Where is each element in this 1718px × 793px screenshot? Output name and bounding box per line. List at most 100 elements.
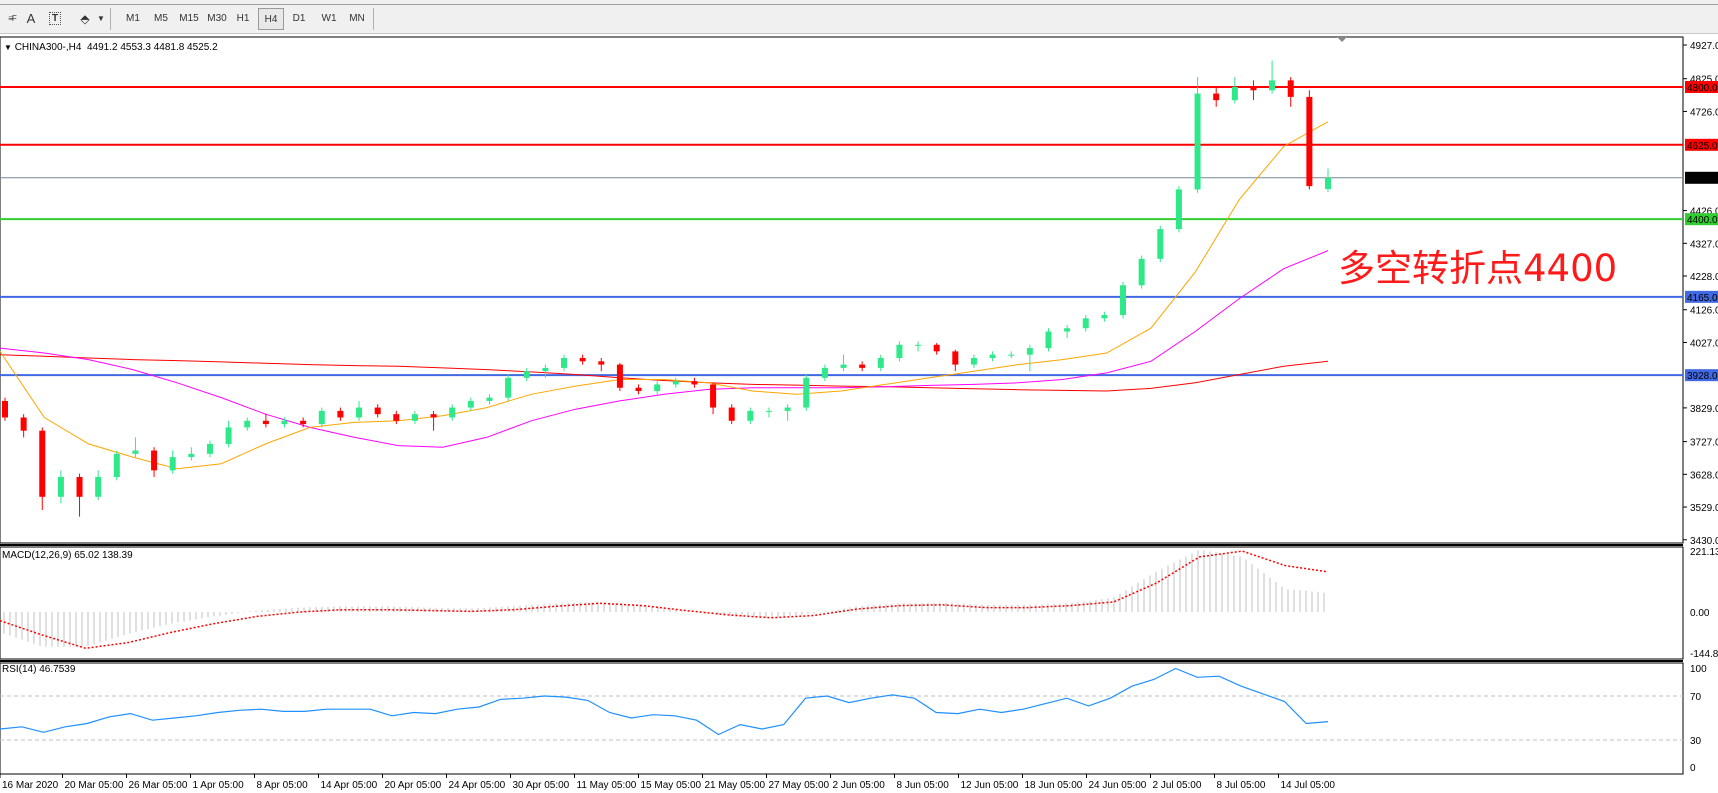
text-icon[interactable]: A [26,11,36,26]
time-tick-label: 27 May 05:00 [769,780,830,791]
candle-bull [877,357,884,368]
candle-bear [616,364,623,388]
timeframe-m30-button[interactable]: M30 [207,13,227,24]
candle-bear [430,414,437,418]
candle-bear [859,364,866,368]
candle-bull [1120,285,1127,316]
candle-bull [1175,189,1182,230]
candle-bull [467,400,474,408]
time-tick-label: 30 Apr 05:00 [513,780,570,791]
candle-bull [989,354,996,358]
price-tick-label: 3829.0 [1690,404,1718,415]
candle-bull [784,407,791,411]
candle-bear [300,420,307,425]
candle-bear [393,414,400,421]
candle-bear [579,357,586,362]
candle-bull [486,397,493,401]
candle-bull [318,410,325,425]
candle-bull [169,457,176,471]
candle-bull [747,410,754,421]
fibonacci-icon[interactable]: ≡F [8,14,17,23]
candle-bear [262,420,269,425]
level-label: 4800.0 [1687,83,1718,94]
level-label: 4625.0 [1687,141,1718,152]
price-tick-label: 4327.0 [1690,239,1718,250]
rsi-line [0,667,1329,736]
candle-bull [95,476,102,497]
price-tick-label: 4726.0 [1690,107,1718,118]
time-tick-label: 24 Apr 05:00 [449,780,506,791]
time-tick-label: 21 May 05:00 [705,780,766,791]
timeframe-w1-button[interactable]: W1 [321,13,337,24]
macd-panel [0,546,1684,660]
candle-bull [411,414,418,421]
candle-bear [151,450,158,471]
timeframe-d1-button[interactable]: D1 [292,13,306,24]
rsi-panel [0,662,1684,775]
chevron-down-icon[interactable]: ▼ [97,14,105,23]
candle-bear [933,344,940,352]
time-tick-label: 14 Apr 05:00 [321,780,378,791]
candle-bull [1026,348,1033,355]
chart-ohlc: 4491.2 4553.3 4481.8 4525.2 [86,42,218,53]
chart-shift-marker-icon[interactable] [1337,37,1347,42]
time-tick-label: 24 Jun 05:00 [1089,780,1147,791]
level-label: 4525.2 [1687,174,1718,185]
candle-bull [896,344,903,358]
ma-fast-line [0,121,1329,470]
timeframe-m15-button[interactable]: M15 [179,13,199,24]
candle-bull [1231,86,1238,101]
timeframe-h4-button[interactable]: H4 [258,8,284,30]
rsi-label: RSI(14) 46.7539 [2,664,76,675]
timeframe-h1-button[interactable]: H1 [236,13,250,24]
time-tick-label: 26 Mar 05:00 [129,780,188,791]
candle-bear [1213,93,1220,101]
time-tick-label: 2 Jun 05:00 [833,780,886,791]
price-tick-label: 4027.0 [1690,338,1718,349]
time-tick-label: 12 Jun 05:00 [961,780,1019,791]
level-label-box [1685,138,1718,151]
candle-bull [132,450,139,454]
time-tick-label: 20 Apr 05:00 [385,780,442,791]
level-label: 4400.0 [1687,215,1718,226]
candle-bear [374,407,381,415]
level-label-box [1685,80,1718,93]
candle-bull [803,377,810,408]
time-tick-label: 8 Apr 05:00 [257,780,309,791]
time-tick-label: 18 Jun 05:00 [1025,780,1083,791]
time-tick-label: 11 May 05:00 [577,780,637,791]
price-tick-label: 4126.0 [1690,306,1718,317]
macd-tick-label: -144.84 [1690,649,1718,660]
candle-bear [20,417,27,431]
candle-bull [1325,177,1331,190]
price-tick-label: 4927.0 [1690,41,1718,52]
timeframe-m1-button[interactable]: M1 [126,13,140,24]
arrows-icon[interactable]: ⬘ [80,12,90,26]
time-tick-label: 20 Mar 05:00 [65,780,124,791]
candle-bull [225,427,232,444]
candle-bear [691,381,698,385]
candle-bear [337,410,344,418]
candle-bull [113,453,120,477]
price-tick-label: 4426.0 [1690,207,1718,218]
candle-bull [765,410,772,412]
ma-slow-line [0,354,1329,392]
time-tick-label: 8 Jul 05:00 [1217,780,1266,791]
text-label-icon[interactable]: T [46,8,64,30]
collapse-triangle-icon[interactable]: ▼ [4,43,12,52]
level-label-box [1685,213,1718,226]
macd-tick-label: 221.13 [1690,547,1718,558]
level-label-box [1685,290,1718,303]
candle-bear [710,384,717,408]
timeframe-m5-button[interactable]: M5 [154,13,168,24]
rsi-tick-label: 30 [1690,736,1702,747]
macd-label: MACD(12,26,9) 65.02 138.39 [2,550,133,561]
toolbar: ≡F A T ⬘ ▼ M1 M5 M15 M30 H1 H4 D1 W1 MN [0,5,1718,34]
macd-signal-line [0,550,1329,650]
candle-bull [523,371,530,378]
price-tick-label: 3628.0 [1690,470,1718,481]
candle-bear [1287,80,1294,97]
timeframe-mn-button[interactable]: MN [349,13,365,24]
candle-bull [449,407,456,418]
